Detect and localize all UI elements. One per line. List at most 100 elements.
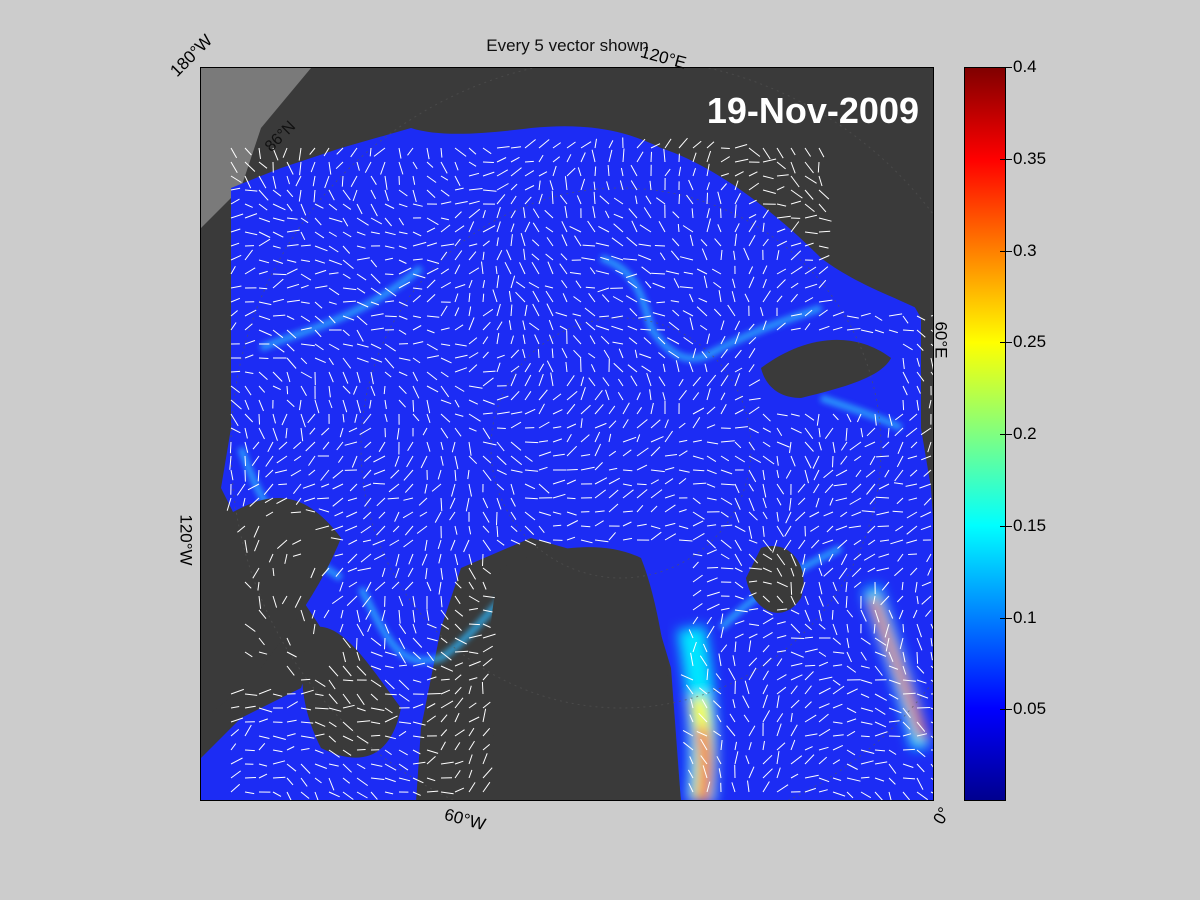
drift-vector	[804, 413, 815, 421]
drift-vector	[276, 539, 288, 549]
drift-vector	[815, 497, 820, 508]
drift-vector	[300, 244, 311, 247]
drift-vector	[874, 637, 887, 646]
drift-vector	[290, 511, 302, 514]
drift-vector	[810, 539, 820, 549]
archipelago-islands	[302, 626, 401, 758]
drift-vector	[407, 147, 414, 156]
drift-vector	[818, 756, 828, 765]
drift-vector	[412, 721, 426, 726]
drift-vector	[882, 441, 890, 449]
drift-vector	[884, 623, 890, 638]
drift-vector	[838, 567, 848, 580]
drift-vector	[348, 427, 358, 433]
drift-vector	[580, 539, 593, 544]
drift-vector	[384, 217, 392, 227]
drift-vector	[818, 789, 828, 793]
drift-vector	[538, 193, 543, 205]
drift-vector	[276, 455, 288, 464]
drift-vector	[229, 455, 232, 470]
drift-vector	[580, 141, 592, 149]
drift-vector	[762, 209, 769, 219]
drift-vector	[426, 189, 436, 198]
drift-vector	[692, 574, 703, 583]
drift-vector	[790, 712, 793, 723]
drift-vector	[930, 343, 933, 347]
drift-vector	[607, 164, 610, 177]
drift-vector	[670, 300, 680, 303]
drift-vector	[524, 469, 539, 472]
drift-vector	[515, 291, 526, 303]
drift-vector	[440, 189, 450, 197]
drift-vector	[265, 469, 274, 478]
drift-vector	[426, 227, 436, 233]
drift-vector	[384, 231, 396, 236]
drift-vector	[650, 489, 663, 499]
drift-vector	[302, 483, 316, 489]
drift-vector	[706, 374, 717, 387]
drift-vector	[482, 497, 489, 509]
drift-vector	[874, 721, 887, 728]
drift-vector	[908, 497, 918, 501]
drift-vector	[244, 161, 256, 172]
drift-vector	[426, 651, 435, 662]
drift-vector	[748, 539, 758, 544]
drift-vector	[818, 728, 831, 737]
drift-vector	[362, 511, 372, 520]
drift-vector	[524, 408, 536, 415]
drift-vector	[482, 161, 494, 163]
drift-vector	[244, 705, 256, 709]
drift-vector	[468, 441, 472, 456]
drift-vector	[826, 525, 834, 533]
drift-vector	[230, 187, 241, 191]
drift-vector	[650, 151, 652, 163]
drift-vector	[832, 623, 838, 636]
drift-vector	[677, 223, 680, 233]
drift-vector	[689, 293, 694, 303]
drift-vector	[818, 279, 827, 289]
svalbard	[746, 546, 804, 613]
drift-vector	[832, 664, 843, 667]
drift-vector	[902, 385, 908, 396]
drift-vector	[748, 525, 753, 539]
drift-vector	[545, 226, 554, 233]
drift-vector	[544, 285, 554, 289]
drift-vector	[905, 483, 918, 487]
drift-vector	[880, 595, 890, 606]
drift-vector	[412, 287, 423, 290]
drift-vector	[552, 426, 562, 429]
drift-vector	[611, 237, 624, 247]
drift-vector	[412, 791, 421, 796]
drift-vector	[860, 609, 867, 622]
drift-vector	[258, 231, 271, 238]
drift-vector	[748, 640, 752, 653]
drift-vector	[244, 651, 253, 658]
drift-vector	[300, 763, 311, 774]
drift-vector	[334, 511, 344, 517]
drift-vector	[916, 385, 921, 394]
drift-vector	[866, 483, 876, 495]
drift-vector	[638, 243, 652, 247]
drift-vector	[342, 315, 355, 321]
drift-vector	[776, 621, 786, 625]
drift-vector	[920, 525, 932, 531]
drift-vector	[581, 257, 596, 261]
drift-vector	[594, 510, 605, 513]
drift-vector	[282, 147, 288, 158]
drift-vector	[927, 567, 932, 576]
drift-vector	[748, 234, 756, 247]
drift-vector	[678, 389, 687, 401]
drift-vector	[412, 357, 421, 364]
drift-vector	[888, 679, 901, 685]
drift-vector	[804, 787, 816, 793]
drift-vector	[608, 503, 619, 513]
drift-vector	[522, 348, 526, 359]
drift-vector	[683, 741, 694, 751]
drift-vector	[734, 595, 744, 600]
drift-vector	[790, 674, 803, 681]
drift-vector	[265, 511, 274, 517]
drift-vector	[230, 228, 241, 233]
drift-vector	[272, 427, 278, 441]
drift-vector	[790, 699, 800, 709]
drift-vector	[314, 733, 325, 737]
